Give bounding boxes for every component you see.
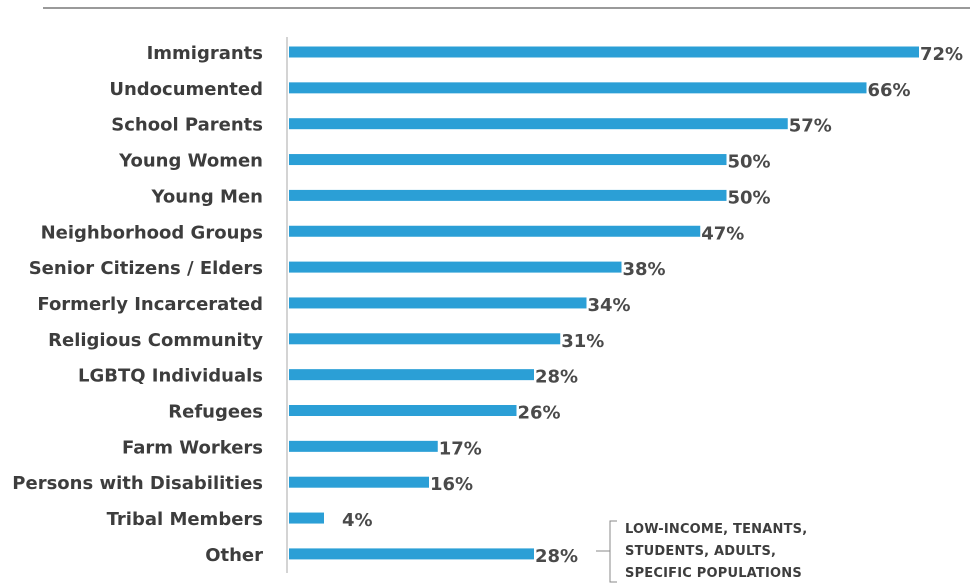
value-label-formerly-incarcerated: 34% xyxy=(588,295,631,316)
category-label-neighborhood-groups: Neighborhood Groups xyxy=(41,222,263,243)
value-label-lgbtq-individuals: 28% xyxy=(535,367,578,388)
bar-undocumented xyxy=(289,82,867,94)
value-label-undocumented: 66% xyxy=(868,80,911,101)
bar-formerly-incarcerated xyxy=(289,297,587,309)
bar-persons-with-disabilities xyxy=(289,476,429,488)
category-label-farm-workers: Farm Workers xyxy=(122,437,263,458)
category-label-lgbtq-individuals: LGBTQ Individuals xyxy=(78,366,263,387)
value-label-tribal-members: 4% xyxy=(342,510,373,531)
value-label-immigrants: 72% xyxy=(920,44,963,65)
annotation-bracket xyxy=(596,520,617,583)
bar-farm-workers xyxy=(289,440,438,452)
value-label-young-women: 50% xyxy=(728,152,771,173)
category-label-refugees: Refugees xyxy=(168,402,263,423)
bar-tribal-members xyxy=(289,512,324,524)
category-label-formerly-incarcerated: Formerly Incarcerated xyxy=(37,294,263,315)
category-label-senior-citizens-elders: Senior Citizens / Elders xyxy=(29,258,263,279)
bar-religious-community xyxy=(289,333,561,345)
category-label-persons-with-disabilities: Persons with Disabilities xyxy=(12,473,263,494)
bar-lgbtq-individuals xyxy=(289,369,534,381)
value-label-young-men: 50% xyxy=(728,187,771,208)
value-label-refugees: 26% xyxy=(518,403,561,424)
value-label-farm-workers: 17% xyxy=(439,438,482,459)
bar-senior-citizens-elders xyxy=(289,261,622,273)
bar-young-women xyxy=(289,154,727,166)
category-label-young-women: Young Women xyxy=(118,151,263,172)
category-label-religious-community: Religious Community xyxy=(48,330,263,351)
category-label-other: Other xyxy=(205,545,263,566)
category-label-school-parents: School Parents xyxy=(111,115,263,136)
category-label-young-men: Young Men xyxy=(151,186,263,207)
top-rule xyxy=(43,7,970,9)
category-label-tribal-members: Tribal Members xyxy=(107,509,263,530)
value-label-school-parents: 57% xyxy=(789,116,832,137)
bar-other xyxy=(289,548,534,560)
value-label-persons-with-disabilities: 16% xyxy=(430,474,473,495)
bar-young-men xyxy=(289,189,727,201)
bar-refugees xyxy=(289,405,517,416)
value-label-senior-citizens-elders: 38% xyxy=(623,259,666,280)
value-label-neighborhood-groups: 47% xyxy=(701,223,744,244)
bar-immigrants xyxy=(289,46,919,58)
bars-layer: Immigrants 72% Undocumented 66% School Paren… xyxy=(12,43,963,567)
category-label-immigrants: Immigrants xyxy=(147,43,263,64)
bar-neighborhood-groups xyxy=(289,225,701,237)
value-label-other: 28% xyxy=(535,546,578,567)
value-label-religious-community: 31% xyxy=(561,331,604,352)
bar-school-parents xyxy=(289,118,788,130)
category-label-undocumented: Undocumented xyxy=(109,79,263,100)
other-annotation: LOW-INCOME, TENANTS, STUDENTS, ADULTS, S… xyxy=(625,522,808,581)
